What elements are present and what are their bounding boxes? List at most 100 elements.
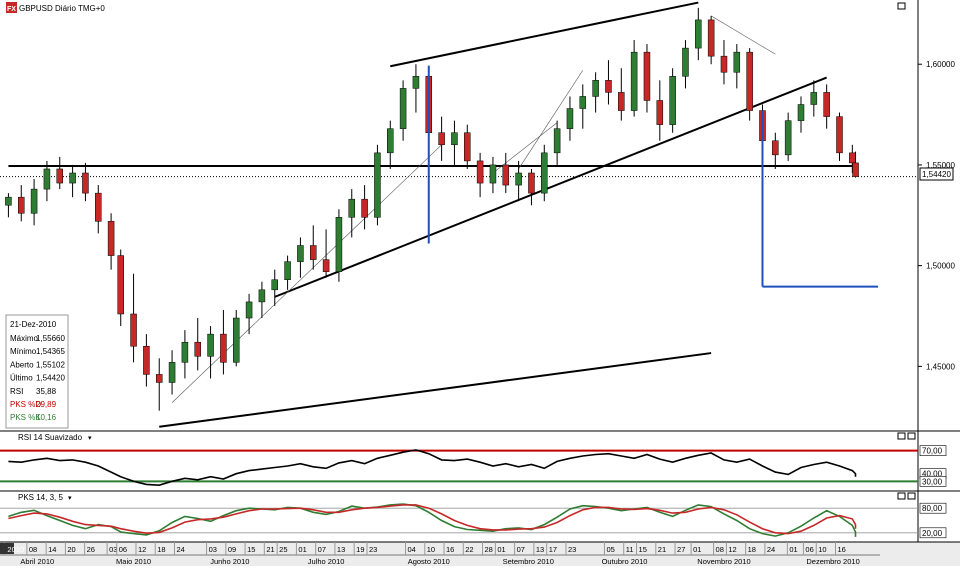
candle-body [553, 128, 561, 154]
x-day-label: 10 [818, 545, 826, 554]
candle-body [181, 341, 189, 363]
x-day-label: 06 [805, 545, 813, 554]
chart-title: GBPUSD Diário TMG+0 [19, 4, 105, 13]
x-day-label: 01 [789, 545, 797, 554]
candle-body [82, 172, 89, 194]
x-day-label: 16 [837, 545, 845, 554]
candle-body [284, 261, 291, 280]
candle-body [143, 345, 150, 375]
x-day-label: 11 [626, 545, 634, 554]
candle-body [18, 196, 25, 214]
x-day-label: 21 [658, 545, 666, 554]
indicator-tick-label: 20,00 [922, 529, 943, 538]
x-current-marker [0, 543, 14, 554]
candle-body [618, 92, 625, 111]
rsi-restore-icon[interactable] [897, 432, 906, 440]
pks-title: PKS 14, 3, 5 [18, 493, 63, 502]
candle-body [95, 192, 102, 222]
pks-dropdown-icon[interactable]: ▾ [68, 495, 72, 502]
trendline [159, 352, 712, 428]
candle-body [194, 341, 201, 357]
info-label: Aberto [10, 360, 34, 369]
candle-body [387, 128, 394, 154]
pks-close-icon[interactable] [907, 492, 916, 500]
x-day-label: 01 [693, 545, 701, 554]
candle-body [643, 51, 651, 101]
candle-body [30, 188, 38, 214]
candle-body [245, 301, 253, 319]
x-month-label: Setembro 2010 [503, 557, 554, 566]
candle-body [69, 172, 76, 184]
candle-body [682, 47, 689, 77]
x-day-label: 03 [109, 545, 117, 554]
x-day-label: 18 [748, 545, 756, 554]
rsi-title: RSI 14 Suavizado [18, 433, 83, 442]
candle-body [566, 108, 574, 129]
x-month-label: Abril 2010 [20, 557, 54, 566]
x-day-label: 10 [427, 545, 435, 554]
trendline [274, 76, 828, 298]
candle-body [784, 120, 792, 156]
candle-body [849, 152, 856, 164]
x-day-label: 17 [549, 545, 557, 554]
x-day-label: 12 [728, 545, 736, 554]
x-month-label: Maio 2010 [116, 557, 151, 566]
x-day-label: 04 [408, 545, 416, 554]
x-day-label: 23 [568, 545, 576, 554]
y-tick-label: 1,55000 [926, 161, 955, 170]
rsi-line [8, 449, 857, 487]
x-day-label: 24 [767, 545, 775, 554]
candle-body [515, 172, 522, 186]
candle-body [43, 168, 51, 190]
last-price-tag [919, 167, 954, 181]
indicator-tick-label: 80,00 [922, 504, 943, 513]
maximize-icon[interactable] [897, 2, 906, 10]
candle-body [605, 80, 612, 93]
candle-body [579, 96, 587, 109]
x-day-label: 19 [356, 545, 364, 554]
x-day-label: 25 [279, 545, 287, 554]
info-label: Último [10, 374, 33, 383]
x-month-label: Dezembro 2010 [806, 557, 859, 566]
pks-restore-icon[interactable] [897, 492, 906, 500]
x-day-label: 27 [677, 545, 685, 554]
info-box-frame [5, 314, 69, 429]
x-day-label: 16 [446, 545, 454, 554]
candle-body [322, 259, 330, 272]
x-day-label: 28 [485, 545, 493, 554]
x-month-label: Agosto 2010 [408, 557, 450, 566]
candle-body [155, 374, 163, 383]
candle-body [374, 152, 381, 218]
x-day-label: 07 [318, 545, 326, 554]
candle-body [297, 245, 304, 262]
x-day-label: 22 [465, 545, 473, 554]
candle-body [836, 116, 843, 154]
candle-body [271, 279, 278, 291]
info-value: 1,55660 [36, 334, 65, 343]
candle-body [810, 92, 818, 105]
candle-body [56, 168, 64, 184]
pks-d-line [8, 504, 857, 535]
indicator-tick-label: 70,00 [922, 447, 943, 456]
candle-body [361, 198, 368, 218]
candle-body [310, 245, 317, 260]
info-value: 1,54420 [36, 374, 65, 383]
candle-body [232, 317, 240, 363]
rsi-dropdown-icon[interactable]: ▾ [88, 435, 92, 442]
x-month-label: Julho 2010 [308, 557, 345, 566]
x-day-label: 13 [536, 545, 544, 554]
rsi-close-icon[interactable] [907, 432, 916, 440]
info-value: 35,88 [36, 387, 57, 396]
candle-body [656, 100, 664, 125]
channel-line [171, 144, 442, 403]
last-price-value: 1,54420 [922, 170, 951, 179]
indicator-tick-box [919, 445, 947, 456]
candle-body [528, 172, 535, 194]
x-day-label: 23 [369, 545, 377, 554]
candle-body [630, 51, 638, 111]
candle-body [746, 51, 753, 111]
x-month-label: Outubro 2010 [602, 557, 648, 566]
